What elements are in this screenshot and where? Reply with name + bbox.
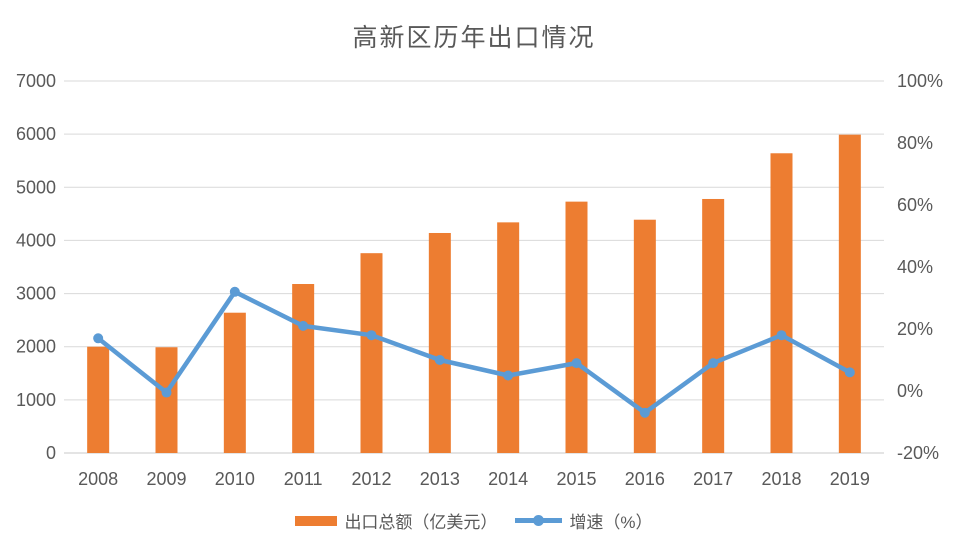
- y-axis-right-tick-label: 20%: [897, 319, 933, 339]
- line-point-2008: [93, 333, 104, 344]
- bar-series-swatch: [295, 515, 338, 526]
- line-series-marker-icon: [533, 515, 545, 526]
- y-axis-right-tick-label: 40%: [897, 257, 933, 277]
- bar-2010: [223, 312, 246, 453]
- legend-item-export-total: 出口总额（亿美元）: [295, 508, 497, 533]
- line-point-2019: [844, 367, 855, 378]
- x-axis-label-2014: 2014: [488, 469, 528, 489]
- y-axis-right-tick-label: 100%: [897, 71, 943, 91]
- bar-2017: [702, 198, 725, 453]
- y-axis-right-tick-label: 80%: [897, 133, 933, 153]
- line-point-2012: [366, 330, 377, 341]
- line-point-2013: [434, 355, 445, 365]
- y-axis-left-tick-label: 0: [46, 443, 56, 463]
- bar-2019: [838, 134, 861, 453]
- line-point-2017: [708, 358, 719, 369]
- x-axis-label-2009: 2009: [146, 469, 186, 489]
- line-point-2016: [639, 407, 650, 418]
- bar-2018: [770, 153, 793, 453]
- y-axis-right-tick-label: -20%: [897, 443, 939, 463]
- x-axis-label-2013: 2013: [420, 469, 460, 489]
- line-point-2018: [776, 330, 787, 341]
- line-point-2015: [571, 358, 582, 369]
- chart-legend: 出口总额（亿美元） 增速（%）: [64, 508, 884, 533]
- y-axis-left-tick-label: 7000: [16, 71, 56, 91]
- bar-2015: [565, 201, 588, 453]
- line-series-swatch: [515, 515, 563, 526]
- chart-title: 高新区历年出口情况: [352, 23, 596, 52]
- y-axis-left-tick-label: 6000: [16, 124, 56, 144]
- x-axis-label-2018: 2018: [761, 469, 801, 489]
- y-axis-left-tick-label: 4000: [16, 230, 56, 250]
- bar-2012: [360, 253, 383, 453]
- line-point-2010: [229, 286, 240, 297]
- x-axis-label-2017: 2017: [693, 469, 733, 489]
- y-axis-left-tick-label: 1000: [16, 390, 56, 410]
- y-axis-right-tick-label: 0%: [897, 381, 923, 401]
- legend-label-growth-rate: 增速（%）: [569, 513, 653, 532]
- y-axis-right-tick-label: 60%: [897, 195, 933, 215]
- y-axis-left-tick-label: 2000: [16, 337, 56, 357]
- bar-2016: [633, 219, 656, 453]
- line-point-2009: [161, 387, 172, 398]
- y-axis-left-tick-label: 5000: [16, 177, 56, 197]
- line-point-2011: [298, 320, 309, 331]
- x-axis-label-2008: 2008: [78, 469, 118, 489]
- x-axis-label-2011: 2011: [284, 469, 323, 489]
- bar-2014: [497, 222, 520, 453]
- line-point-2014: [503, 370, 514, 381]
- x-axis-label-2016: 2016: [625, 469, 665, 489]
- bar-2011: [292, 284, 315, 453]
- x-axis-label-2015: 2015: [556, 469, 596, 489]
- bar-2009: [155, 347, 178, 453]
- bar-2013: [428, 232, 451, 453]
- legend-label-export-total: 出口总额（亿美元）: [344, 513, 498, 532]
- bar-2008: [87, 346, 110, 453]
- growth-rate-line: [95, 289, 853, 415]
- y-axis-left-tick-label: 3000: [16, 284, 56, 304]
- x-axis-label-2012: 2012: [351, 469, 391, 489]
- x-axis-label-2010: 2010: [215, 469, 255, 489]
- x-axis-label-2019: 2019: [830, 469, 870, 489]
- legend-item-growth-rate: 增速（%）: [515, 508, 653, 533]
